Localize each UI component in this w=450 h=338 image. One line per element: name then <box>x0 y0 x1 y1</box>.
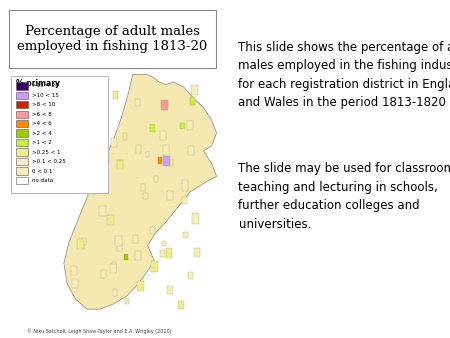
Text: 0 < 0.1: 0 < 0.1 <box>32 169 53 173</box>
Bar <box>182 180 189 191</box>
Bar <box>125 298 129 304</box>
Bar <box>16 111 28 118</box>
Bar <box>16 120 28 127</box>
Bar <box>167 191 173 200</box>
Bar <box>160 131 166 140</box>
Bar <box>188 146 194 155</box>
Bar <box>190 97 195 105</box>
Bar <box>135 251 141 260</box>
Text: This slide shows the percentage of adult
males employed in the fishing industry
: This slide shows the percentage of adult… <box>238 41 450 109</box>
Bar <box>72 266 77 275</box>
Bar <box>154 176 158 182</box>
Bar <box>16 158 28 165</box>
Bar <box>158 157 162 164</box>
Bar <box>136 145 141 152</box>
Text: >1 < 2: >1 < 2 <box>32 140 52 145</box>
Bar <box>99 206 106 216</box>
Bar <box>76 166 81 174</box>
Bar <box>75 160 80 167</box>
Bar <box>111 138 117 147</box>
Bar <box>151 261 158 272</box>
Bar <box>145 151 149 158</box>
Text: © Niko Satchell, Leigh Shaw-Taylor and E.A. Wrigley (2010): © Niko Satchell, Leigh Shaw-Taylor and E… <box>27 328 171 334</box>
Text: >6 < 8: >6 < 8 <box>32 112 52 117</box>
Bar <box>180 123 185 129</box>
Bar <box>112 262 116 268</box>
Bar <box>11 76 108 193</box>
Bar <box>182 197 187 204</box>
Polygon shape <box>64 74 216 309</box>
Bar <box>117 243 122 250</box>
Bar <box>16 177 28 184</box>
Bar <box>122 134 127 140</box>
Bar <box>91 100 97 109</box>
Text: >2 < 4: >2 < 4 <box>32 131 52 136</box>
Bar <box>184 232 188 238</box>
Bar <box>124 254 128 260</box>
Bar <box>169 159 173 166</box>
Bar <box>133 235 138 243</box>
Bar <box>73 94 78 102</box>
Bar <box>166 248 172 258</box>
Bar <box>16 101 28 108</box>
Bar <box>150 124 155 132</box>
Bar <box>101 270 106 278</box>
Bar <box>178 301 184 309</box>
Bar <box>112 289 117 296</box>
Text: Percentage of adult males
employed in fishing 1813-20: Percentage of adult males employed in fi… <box>18 25 207 53</box>
Bar <box>150 227 155 234</box>
Bar <box>141 184 145 191</box>
Bar <box>72 279 78 288</box>
Bar <box>76 239 84 249</box>
Bar <box>162 241 166 246</box>
Bar <box>144 193 148 199</box>
Text: % primary: % primary <box>16 79 60 89</box>
Bar <box>16 92 28 99</box>
Text: >10 < 15: >10 < 15 <box>32 93 59 98</box>
Bar <box>16 139 28 146</box>
Bar <box>187 121 193 130</box>
Text: >0.25 < 1: >0.25 < 1 <box>32 150 61 154</box>
Bar <box>160 249 165 257</box>
Bar <box>192 213 199 224</box>
Bar <box>194 247 200 257</box>
Bar <box>167 286 172 294</box>
Bar <box>193 87 198 94</box>
Bar <box>107 215 114 225</box>
Bar <box>191 85 198 95</box>
Bar <box>163 155 171 166</box>
Bar <box>88 185 94 195</box>
Text: The slide may be used for classroom
teaching and lecturing in schools,
further e: The slide may be used for classroom teac… <box>238 162 450 231</box>
Bar <box>16 82 28 90</box>
Text: >0.1 < 0.25: >0.1 < 0.25 <box>32 159 66 164</box>
Bar <box>16 148 28 156</box>
Bar <box>85 108 91 117</box>
Bar <box>113 91 118 99</box>
Text: >8 < 10: >8 < 10 <box>32 102 55 107</box>
Bar <box>110 264 116 273</box>
Bar <box>93 147 98 155</box>
Bar <box>117 160 123 169</box>
Bar <box>103 153 109 164</box>
Bar <box>135 99 140 106</box>
Bar <box>81 238 86 245</box>
Bar <box>161 100 168 111</box>
Text: no data: no data <box>32 178 54 183</box>
Bar <box>137 281 144 291</box>
Bar <box>82 163 90 174</box>
Bar <box>9 10 216 68</box>
Bar <box>82 100 89 111</box>
Text: >15 < 20: >15 < 20 <box>32 83 59 88</box>
Bar <box>16 167 28 175</box>
Bar <box>85 94 91 104</box>
Bar <box>188 272 193 280</box>
Bar <box>163 145 169 155</box>
Bar <box>16 129 28 137</box>
Bar <box>115 236 122 246</box>
Text: >4 < 6: >4 < 6 <box>32 121 52 126</box>
